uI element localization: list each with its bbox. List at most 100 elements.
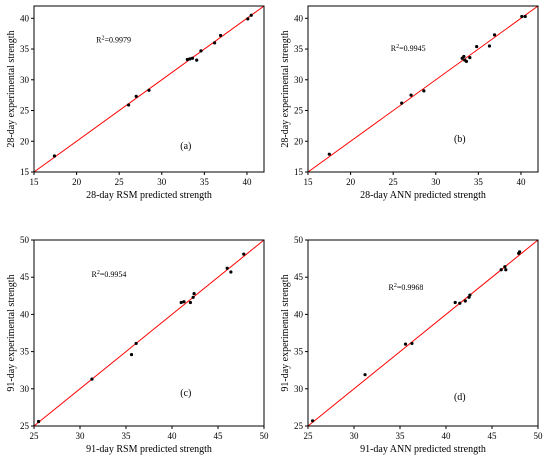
panel-label: (d) bbox=[454, 392, 466, 403]
y-axis-title: 91-day experimental strength bbox=[6, 274, 17, 391]
y-tick-label: 15 bbox=[294, 167, 304, 177]
y-tick-label: 25 bbox=[20, 106, 30, 116]
x-tick-label: 50 bbox=[534, 431, 544, 441]
data-point bbox=[225, 266, 229, 270]
data-point bbox=[37, 419, 41, 424]
y-tick-label: 40 bbox=[20, 309, 30, 319]
data-point bbox=[134, 341, 138, 346]
r-superscript: 2 bbox=[396, 44, 399, 50]
r-symbol: R bbox=[96, 36, 102, 45]
data-point bbox=[327, 152, 331, 156]
x-tick-label: 30 bbox=[431, 177, 441, 187]
x-axis-title: 91-day ANN predicted strength bbox=[360, 444, 486, 455]
y-tick-label: 25 bbox=[294, 106, 304, 116]
data-point bbox=[499, 268, 503, 272]
x-tick-label: 40 bbox=[516, 177, 526, 187]
y-tick-label: 15 bbox=[20, 167, 30, 177]
x-tick-label: 40 bbox=[242, 177, 252, 187]
fit-line bbox=[307, 5, 539, 173]
x-tick-label: 25 bbox=[30, 431, 40, 441]
y-tick-label: 40 bbox=[294, 309, 304, 319]
data-point bbox=[518, 250, 522, 254]
r-squared-value: =0.9979 bbox=[104, 36, 131, 45]
r-superscript: 2 bbox=[97, 270, 100, 276]
data-point bbox=[492, 33, 497, 37]
x-tick-label: 25 bbox=[304, 431, 314, 441]
data-point bbox=[468, 56, 472, 60]
data-point bbox=[179, 300, 183, 305]
y-tick-label: 40 bbox=[294, 13, 304, 23]
plot-frame bbox=[33, 5, 265, 173]
panel-label: (c) bbox=[180, 388, 191, 399]
y-tick-label: 30 bbox=[294, 384, 304, 394]
plot-frame bbox=[33, 239, 265, 427]
x-tick-label: 45 bbox=[488, 431, 498, 441]
x-axis-title: 91-day RSM predicted strength bbox=[86, 444, 212, 455]
data-point bbox=[462, 54, 466, 59]
r-squared-annotation: R2=0.9979 bbox=[96, 36, 131, 45]
x-tick-label: 15 bbox=[30, 177, 40, 187]
data-point bbox=[400, 101, 404, 105]
data-point bbox=[218, 33, 223, 38]
data-point bbox=[246, 17, 250, 21]
y-tick-label: 35 bbox=[294, 44, 304, 54]
x-tick-label: 45 bbox=[214, 431, 224, 441]
data-point bbox=[463, 299, 467, 303]
x-tick-label: 25 bbox=[115, 177, 125, 187]
y-tick-label: 45 bbox=[294, 272, 304, 282]
data-point bbox=[453, 300, 457, 305]
r-squared-annotation: R2=0.9945 bbox=[391, 44, 426, 53]
x-tick-label: 15 bbox=[304, 177, 314, 187]
x-tick-label: 50 bbox=[260, 431, 270, 441]
data-point bbox=[212, 41, 217, 45]
data-point bbox=[192, 291, 196, 296]
y-tick-label: 50 bbox=[294, 235, 304, 245]
data-point bbox=[520, 14, 524, 19]
data-point bbox=[129, 352, 134, 357]
plot-frame bbox=[307, 5, 539, 173]
x-tick-label: 40 bbox=[442, 431, 452, 441]
data-point bbox=[504, 268, 508, 272]
r-squared-annotation: R2=0.9968 bbox=[389, 283, 424, 292]
r-squared-value: =0.9954 bbox=[100, 270, 127, 279]
y-tick-label: 20 bbox=[294, 136, 304, 146]
fit-line bbox=[307, 239, 539, 427]
chart-panel: 25 30 35 40 45 50 25 30 35 40 45 50 91-day ANN predi… bbox=[280, 235, 543, 455]
data-point bbox=[464, 59, 469, 63]
panel-label: (b) bbox=[454, 134, 466, 145]
data-point bbox=[199, 49, 203, 53]
data-point bbox=[249, 13, 253, 17]
data-point bbox=[126, 103, 131, 107]
r-symbol: R bbox=[92, 270, 98, 279]
data-point bbox=[475, 44, 479, 49]
y-tick-label: 25 bbox=[20, 421, 30, 431]
y-tick-label: 50 bbox=[20, 235, 30, 245]
r-squared-value: =0.9945 bbox=[399, 44, 426, 53]
r-superscript: 2 bbox=[101, 36, 104, 42]
data-point bbox=[363, 373, 367, 377]
data-point bbox=[188, 57, 192, 61]
data-point bbox=[185, 57, 189, 62]
data-point bbox=[311, 419, 315, 423]
chart-panel: 15 20 25 30 35 40 15 20 25 30 35 40 28-day RSM predi… bbox=[6, 5, 265, 201]
y-tick-label: 30 bbox=[20, 384, 30, 394]
r-squared-value: =0.9968 bbox=[397, 283, 424, 292]
x-axis-title: 28-day ANN predicted strength bbox=[360, 190, 486, 201]
x-tick-label: 35 bbox=[122, 431, 132, 441]
data-point bbox=[90, 377, 94, 381]
r-squared-annotation: R2=0.9954 bbox=[92, 270, 127, 279]
y-tick-label: 35 bbox=[20, 44, 30, 54]
y-tick-label: 25 bbox=[294, 421, 304, 431]
data-point bbox=[468, 293, 472, 297]
x-tick-label: 20 bbox=[72, 177, 82, 187]
y-tick-label: 35 bbox=[294, 347, 304, 357]
data-point bbox=[190, 56, 195, 60]
r-symbol: R bbox=[391, 44, 397, 53]
chart-panel: 15 20 25 30 35 40 15 20 25 30 35 40 28-day ANN predi… bbox=[280, 5, 539, 201]
data-point bbox=[487, 44, 492, 48]
panel-label: (a) bbox=[180, 141, 191, 152]
y-tick-label: 40 bbox=[20, 13, 30, 23]
data-point bbox=[403, 342, 408, 346]
x-tick-label: 35 bbox=[200, 177, 210, 187]
